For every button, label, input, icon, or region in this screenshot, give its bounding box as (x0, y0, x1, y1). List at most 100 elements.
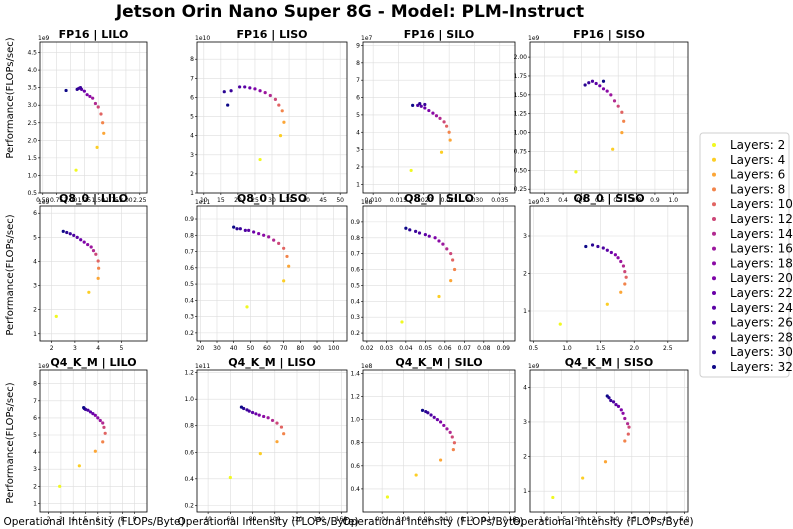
panel-title: Q8_0 | LISO (237, 192, 307, 205)
data-point (616, 404, 621, 408)
x-tick-label: 140 (313, 516, 325, 523)
panel-title: FP16 | LILO (59, 28, 129, 41)
data-point (85, 93, 89, 97)
data-point (423, 232, 427, 237)
data-point (238, 227, 242, 231)
panel-10: 40 60 80 100 120 140 160 0.2 0.4 0.6 0.8 1.0 1.21e11… (184, 356, 348, 523)
data-point (282, 432, 286, 436)
y-tick-label: 0.3 (184, 314, 194, 321)
data-point (424, 409, 428, 414)
data-point (65, 230, 69, 235)
data-point (450, 435, 454, 439)
y-tick-label: 3 (523, 419, 527, 426)
data-point (622, 119, 626, 123)
data-point (247, 228, 251, 232)
legend-marker (712, 350, 716, 355)
legend-label: Layers: 26 (730, 316, 793, 330)
y-tick-label: 4 (190, 133, 194, 140)
y-tick-label: 2 (356, 164, 360, 171)
x-tick-label: 0.015 (390, 197, 407, 204)
data-point (442, 120, 446, 124)
x-tick-label: 40 (204, 516, 212, 523)
data-point (232, 225, 236, 229)
x-tick-label: 100 (269, 516, 281, 523)
y-tick-label: 2.00 (514, 54, 528, 61)
data-point (601, 79, 606, 83)
data-point (438, 458, 443, 462)
plot-frame (39, 41, 148, 194)
axis-exponent: 1e9 (38, 35, 50, 42)
data-point (620, 131, 624, 135)
data-point (627, 425, 631, 429)
y-tick-label: 1 (523, 308, 527, 315)
data-point (280, 109, 284, 113)
data-point (605, 394, 609, 398)
y-tick-label: 1 (33, 331, 37, 338)
data-point (267, 235, 271, 239)
data-point (262, 233, 266, 237)
panel-1: 0.50 0.75 1.00 1.25 1.50 1.75 2.00 2.25 0.5 1.0 1.… (27, 28, 148, 204)
data-point (277, 103, 281, 107)
data-point (431, 111, 435, 115)
x-tick-label: 70 (280, 345, 288, 352)
x-tick-label: 0.12 (460, 516, 474, 523)
x-tick-label: 10 (200, 197, 208, 204)
y-tick-label: 0.2 (350, 330, 360, 337)
data-point (448, 430, 452, 434)
data-point (235, 227, 239, 231)
x-tick-label: 0.16 (503, 516, 517, 523)
y-tick-label: 2 (33, 483, 37, 490)
data-point (277, 241, 281, 246)
y-tick-label: 4.0 (27, 67, 37, 74)
x-tick-label: 0.04 (399, 345, 413, 352)
panel-12: 1.0 1.5 2.0 2.5 3.0 3.5 4.0 4.5 5.0 1 2 3 4 1e9 Q4_K_M… (523, 356, 689, 523)
x-tick-label: 0.03 (380, 345, 394, 352)
axis-exponent: 1e9 (38, 199, 50, 206)
x-tick-label: 2 (47, 516, 51, 523)
x-axis-label-col-4: Operational Intensity (FLOPs/Byte) (512, 516, 693, 528)
data-point (74, 168, 78, 172)
data-point (609, 398, 613, 403)
y-tick-label: 5 (190, 114, 194, 121)
data-point (91, 412, 95, 416)
data-point (89, 245, 93, 249)
panel-title: Q8_0 | SILO (404, 192, 474, 205)
data-point (611, 147, 615, 151)
legend-marker (712, 143, 716, 147)
data-point (621, 264, 626, 268)
y-tick-label: 1 (190, 190, 194, 197)
x-tick-label: 0.07 (458, 345, 472, 352)
plot-frame (529, 369, 689, 513)
x-tick-label: 50 (247, 345, 255, 352)
x-tick-label: 0.14 (482, 516, 496, 523)
y-tick-label: 0.8 (350, 235, 360, 242)
y-tick-label: 2 (33, 307, 37, 314)
x-tick-label: 0.5 (529, 345, 539, 352)
y-tick-label: 7 (356, 77, 360, 84)
x-tick-label: 30 (213, 345, 221, 352)
data-point (596, 244, 600, 249)
x-tick-label: 3.0 (609, 516, 619, 523)
legend-label: Layers: 24 (730, 301, 793, 315)
data-point (72, 233, 76, 238)
data-point (248, 86, 252, 90)
data-point (282, 279, 286, 283)
data-point (427, 108, 431, 113)
data-point (626, 432, 630, 436)
data-point (82, 406, 86, 410)
data-point (623, 439, 627, 443)
legend-label: Layers: 12 (730, 212, 793, 226)
data-point (258, 157, 262, 162)
data-point (605, 89, 609, 93)
y-tick-label: 0.5 (184, 281, 194, 288)
data-point (253, 87, 257, 91)
y-tick-label: 1.0 (184, 396, 194, 403)
y-tick-label: 8 (356, 60, 360, 67)
x-tick-label: 0.6 (595, 197, 605, 204)
y-tick-label: 4 (523, 384, 527, 391)
x-tick-label: 100 (328, 345, 340, 352)
x-tick-label: 0.7 (613, 197, 623, 204)
y-tick-label: 0.6 (184, 449, 194, 456)
data-point (257, 413, 261, 417)
